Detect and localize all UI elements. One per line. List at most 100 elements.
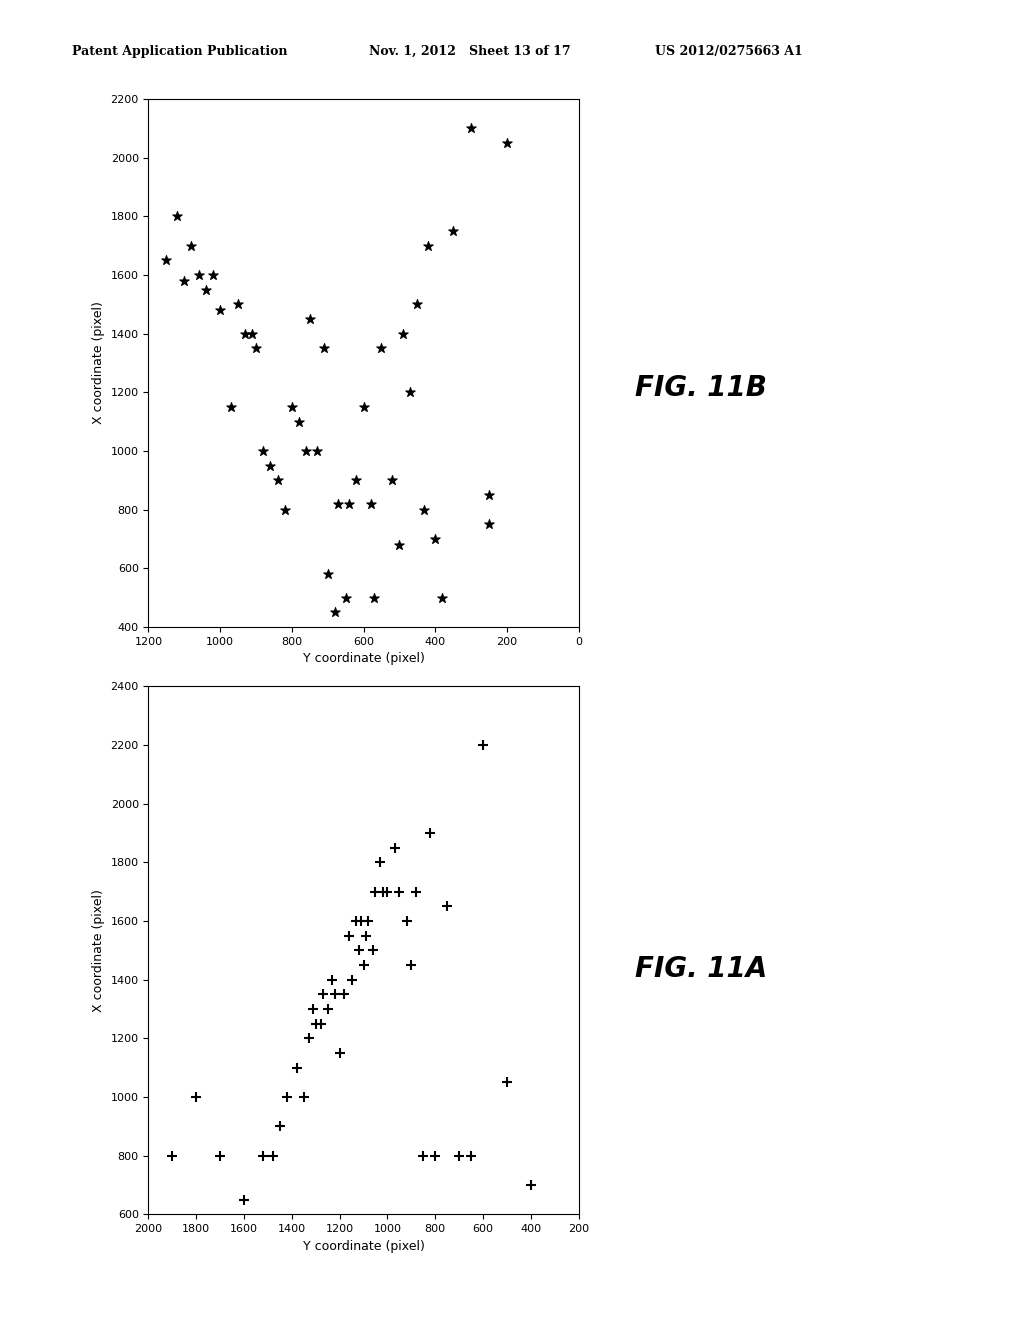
Point (319, 998, 336, 1019)
Text: Patent Application Publication: Patent Application Publication (72, 45, 287, 58)
Point (169, 206, 185, 227)
Point (264, 1146, 281, 1167)
Point (315, 338, 332, 359)
Point (291, 411, 307, 432)
Point (305, 998, 322, 1019)
Point (353, 911, 370, 932)
Point (188, 1086, 205, 1107)
Point (373, 338, 389, 359)
Point (229, 294, 246, 315)
Point (384, 470, 400, 491)
Point (375, 882, 391, 903)
Point (481, 513, 498, 535)
Text: Nov. 1, 2012   Sheet 13 of 17: Nov. 1, 2012 Sheet 13 of 17 (369, 45, 570, 58)
Point (262, 455, 279, 477)
Point (205, 264, 221, 285)
Point (190, 264, 207, 285)
Point (309, 441, 326, 462)
Point (499, 132, 515, 153)
Point (327, 983, 343, 1005)
X-axis label: Y coordinate (pixel): Y coordinate (pixel) (302, 1239, 425, 1253)
Point (212, 1146, 228, 1167)
Point (183, 235, 200, 256)
Point (289, 1057, 305, 1078)
Point (176, 271, 193, 292)
Point (434, 587, 451, 609)
Point (222, 396, 239, 417)
Point (301, 309, 317, 330)
Point (427, 1146, 443, 1167)
Point (237, 323, 254, 345)
Point (475, 734, 492, 755)
Point (198, 279, 214, 300)
Point (422, 822, 438, 843)
Point (499, 1072, 515, 1093)
Point (269, 470, 286, 491)
Y-axis label: X coordinate (pixel): X coordinate (pixel) (92, 888, 104, 1012)
Point (355, 396, 372, 417)
Point (394, 323, 411, 345)
Point (271, 1115, 288, 1137)
Point (403, 954, 420, 975)
Point (348, 470, 365, 491)
Text: FIG. 11B: FIG. 11B (635, 374, 767, 403)
Point (367, 587, 383, 609)
Point (481, 484, 498, 506)
Point (350, 940, 367, 961)
Point (338, 587, 354, 609)
Y-axis label: X coordinate (pixel): X coordinate (pixel) (92, 301, 104, 425)
Point (159, 249, 175, 271)
Point (444, 220, 461, 242)
Point (372, 851, 388, 873)
Point (284, 396, 300, 417)
Point (391, 535, 408, 556)
Point (427, 528, 443, 549)
Point (357, 925, 374, 946)
Point (336, 983, 352, 1005)
Point (255, 1146, 271, 1167)
Point (463, 117, 479, 139)
Point (298, 441, 314, 462)
Point (236, 1189, 252, 1210)
Point (416, 499, 432, 520)
Point (365, 940, 381, 961)
Point (244, 323, 260, 345)
Point (279, 1086, 295, 1107)
Point (522, 1175, 539, 1196)
Point (386, 837, 402, 858)
Point (330, 494, 346, 515)
Point (451, 1146, 467, 1167)
Point (463, 1146, 479, 1167)
Point (319, 564, 336, 585)
Point (398, 911, 415, 932)
Point (325, 969, 341, 990)
Point (343, 969, 359, 990)
Point (409, 294, 426, 315)
Point (348, 911, 365, 932)
Point (332, 1043, 348, 1064)
Point (307, 1014, 324, 1035)
Point (360, 911, 377, 932)
Point (362, 494, 379, 515)
Text: US 2012/0275663 A1: US 2012/0275663 A1 (655, 45, 803, 58)
Point (314, 983, 331, 1005)
Point (300, 1028, 316, 1049)
Point (391, 882, 408, 903)
Point (255, 441, 271, 462)
Point (341, 494, 357, 515)
Point (312, 1014, 329, 1035)
Point (212, 300, 228, 321)
Text: FIG. 11A: FIG. 11A (635, 954, 767, 983)
Point (439, 896, 456, 917)
Point (368, 882, 384, 903)
Point (276, 499, 293, 520)
Point (415, 1146, 431, 1167)
Point (164, 1146, 180, 1167)
X-axis label: Y coordinate (pixel): Y coordinate (pixel) (302, 652, 425, 665)
Point (327, 602, 343, 623)
Point (341, 925, 357, 946)
Point (420, 235, 436, 256)
Point (379, 882, 395, 903)
Point (296, 1086, 312, 1107)
Point (355, 954, 372, 975)
